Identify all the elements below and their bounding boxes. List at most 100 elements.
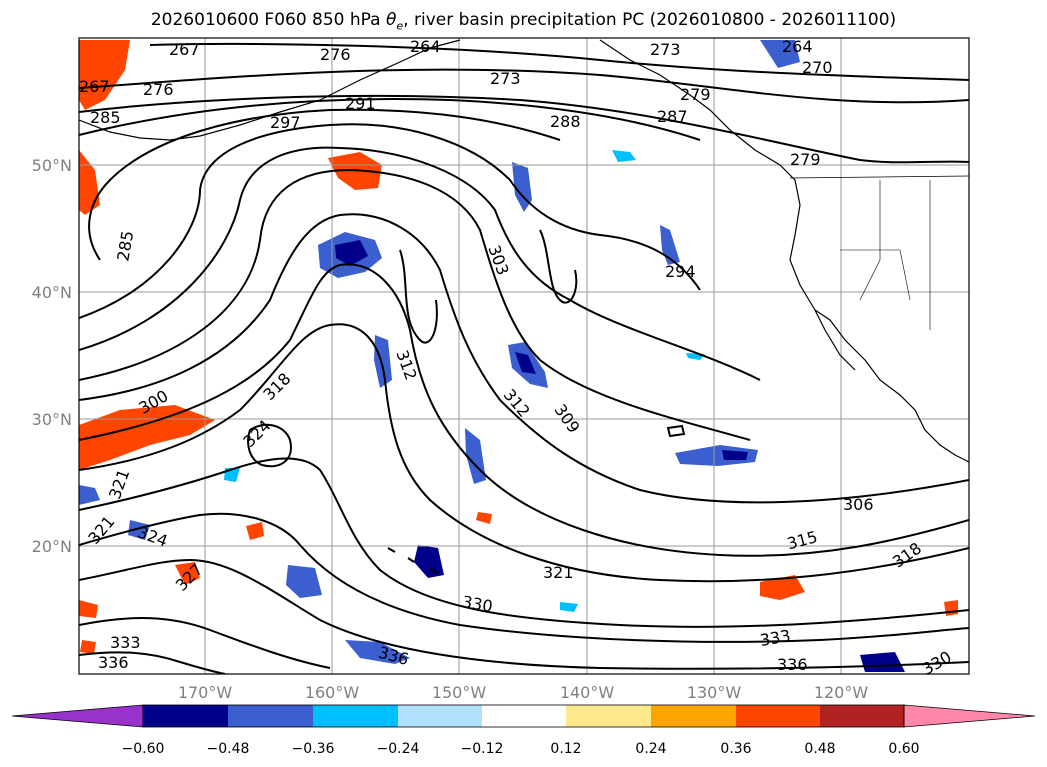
colorbar-tick-label: 0.36: [720, 741, 751, 757]
colorbar-tick-label: −0.60: [122, 741, 165, 757]
contour-label: 333: [110, 633, 141, 652]
contour-label: 276: [320, 45, 351, 64]
contour-line: [79, 323, 969, 583]
precip-patch: [175, 562, 200, 585]
border-states: [840, 180, 931, 330]
precip-patch: [79, 405, 215, 470]
plot-frame: [78, 37, 970, 675]
border-us-canada: [789, 175, 969, 179]
contour-line: [79, 123, 701, 319]
precip-patch: [760, 40, 800, 68]
contour-line: [79, 68, 969, 104]
colorbar-tick-label: −0.48: [207, 741, 250, 757]
lat-tick-label: 20°N: [32, 537, 72, 556]
precip-patch: [79, 600, 98, 618]
colorbar-bin: [228, 705, 313, 727]
precip-patch: [612, 150, 636, 162]
lon-tick-label: 130°W: [687, 683, 742, 702]
contour-line: [79, 617, 331, 669]
precip-patch: [722, 450, 748, 460]
contour-line: [79, 98, 701, 141]
contour-label: 294: [665, 262, 696, 281]
contour-label: 288: [550, 112, 581, 131]
theta-e-contours: [79, 42, 969, 674]
lon-tick-label: 120°W: [814, 683, 869, 702]
lon-tick-label: 150°W: [432, 683, 487, 702]
colorbar: −0.60 −0.48 −0.36 −0.24 −0.12 0.12 0.24 …: [11, 704, 1036, 757]
contour-line: [79, 457, 969, 628]
coastline-alaska: [79, 39, 461, 141]
contour-label: 297: [270, 113, 301, 132]
contour-line: [79, 146, 761, 381]
contour-line: [666, 424, 686, 438]
colorbar-bin: [566, 705, 651, 727]
contour-labels: 267 276 264 273 264 270 267 273 276 285 …: [79, 37, 955, 674]
precip-patch: [80, 640, 96, 654]
precip-patch: [476, 512, 492, 524]
colorbar-bin: [482, 705, 566, 727]
lon-ticks: 170°W 160°W 150°W 140°W 130°W 120°W: [178, 683, 869, 702]
contour-line: [247, 423, 292, 468]
contour-line: [79, 512, 969, 643]
colorbar-bin: [820, 705, 904, 727]
colorbar-tick-label: −0.24: [377, 741, 420, 757]
contour-line: [88, 108, 561, 261]
contour-label: 273: [490, 69, 521, 88]
colorbar-frame: [142, 704, 905, 728]
contour-label: 279: [790, 150, 821, 169]
lat-tick-label: 30°N: [32, 410, 72, 429]
contour-label: 267: [79, 77, 110, 96]
precip-patch: [515, 352, 536, 374]
contour-label: 279: [680, 85, 711, 104]
precip-patch: [675, 445, 758, 466]
coastline-north-america: [599, 39, 969, 463]
colorbar-bin: [313, 705, 398, 727]
colorbar-tick-label: 0.12: [550, 741, 581, 757]
precip-patch: [345, 640, 410, 664]
contour-line: [79, 94, 969, 164]
lat-tick-label: 40°N: [32, 283, 72, 302]
map-title: 2026010600 F060 850 hPa θe, river basin …: [150, 10, 897, 33]
contour-label: 285: [90, 108, 121, 127]
precip-patch: [760, 575, 805, 600]
precip-patch: [246, 522, 264, 540]
precip-patch: [374, 335, 392, 388]
colorbar-tick-label: 0.24: [635, 741, 666, 757]
lon-tick-label: 160°W: [305, 683, 360, 702]
contour-line: [79, 558, 969, 670]
colorbar-bin: [398, 705, 482, 727]
contour-label: 287: [657, 107, 688, 126]
precip-patch: [79, 150, 100, 215]
colorbar-bin: [651, 705, 736, 727]
island-hawaii: [387, 547, 439, 575]
contour-label: 264: [782, 37, 813, 56]
precip-patch: [944, 600, 958, 616]
contour-line: [79, 651, 226, 674]
precip-patch: [128, 520, 150, 540]
contour-line: [79, 168, 751, 441]
colorbar-tick-label: −0.36: [292, 741, 335, 757]
lon-tick-label: 170°W: [178, 683, 233, 702]
precip-patch: [560, 602, 578, 612]
contour-line: [79, 263, 969, 557]
contour-label: 336: [98, 653, 129, 672]
colorbar-bin: [736, 705, 820, 727]
lat-ticks: 50°N 40°N 30°N 20°N: [32, 156, 72, 556]
contour-label: 273: [650, 40, 681, 59]
precip-patch: [414, 545, 444, 578]
colorbar-bin: [143, 705, 228, 727]
colorbar-tick-label: −0.12: [461, 741, 504, 757]
colorbar-tick-label: 0.60: [888, 741, 919, 757]
contour-line: [149, 42, 969, 81]
lat-tick-label: 50°N: [32, 156, 72, 175]
contour-label: 321: [543, 563, 574, 582]
precip-patch: [286, 565, 322, 598]
coastlines: [79, 39, 969, 575]
contour-label: 264: [410, 37, 441, 56]
coastline-baja: [814, 309, 856, 371]
lon-tick-label: 140°W: [560, 683, 615, 702]
colorbar-tick-label: 0.48: [804, 741, 835, 757]
graticule: [79, 38, 969, 674]
contour-label: 291: [345, 94, 376, 113]
